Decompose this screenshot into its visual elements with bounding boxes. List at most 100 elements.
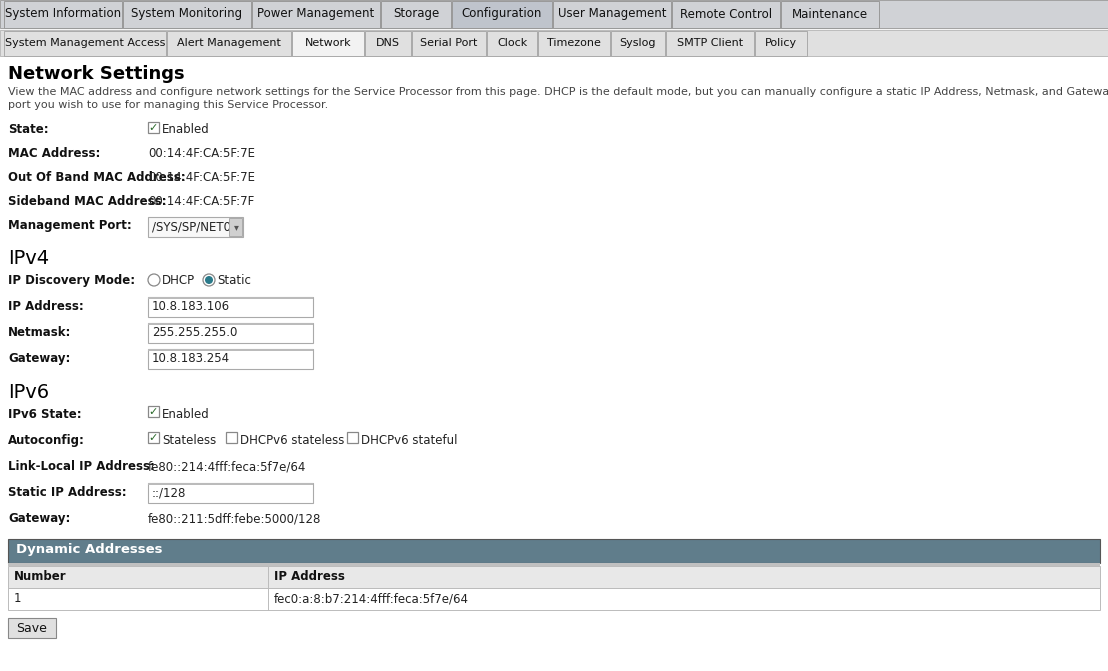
Text: fec0:a:8:b7:214:4fff:feca:5f7e/64: fec0:a:8:b7:214:4fff:feca:5f7e/64 bbox=[274, 592, 469, 605]
Text: 1: 1 bbox=[14, 592, 21, 605]
Text: Alert Management: Alert Management bbox=[177, 38, 281, 48]
Bar bbox=[8, 618, 57, 638]
Bar bbox=[148, 483, 312, 503]
Text: Gateway:: Gateway: bbox=[8, 352, 71, 365]
Bar bbox=[755, 31, 807, 56]
Text: IP Discovery Mode:: IP Discovery Mode: bbox=[8, 274, 135, 287]
Text: Netmask:: Netmask: bbox=[8, 326, 71, 339]
Text: Configuration: Configuration bbox=[462, 7, 542, 21]
Text: Enabled: Enabled bbox=[162, 408, 209, 421]
Text: ::/128: ::/128 bbox=[152, 486, 186, 499]
Bar bbox=[365, 31, 411, 56]
Text: MAC Address:: MAC Address: bbox=[8, 147, 101, 160]
Text: Management Port:: Management Port: bbox=[8, 219, 132, 232]
Text: View the MAC address and configure network settings for the Service Processor fr: View the MAC address and configure netwo… bbox=[8, 87, 1108, 97]
Bar bbox=[148, 297, 312, 299]
Text: Policy: Policy bbox=[765, 38, 797, 48]
Text: ✓: ✓ bbox=[148, 407, 158, 417]
Bar bbox=[4, 1, 122, 28]
Bar bbox=[148, 432, 160, 443]
Text: 10.8.183.106: 10.8.183.106 bbox=[152, 301, 230, 313]
Bar bbox=[293, 31, 365, 56]
Bar bbox=[229, 218, 242, 236]
Bar bbox=[381, 1, 451, 28]
Text: Number: Number bbox=[14, 570, 66, 583]
Bar bbox=[611, 31, 665, 56]
Text: DHCPv6 stateful: DHCPv6 stateful bbox=[361, 434, 458, 447]
Bar bbox=[0, 0, 1108, 28]
Bar bbox=[148, 483, 312, 485]
Text: Stateless: Stateless bbox=[162, 434, 216, 447]
Bar bbox=[148, 122, 160, 133]
Text: Static IP Address:: Static IP Address: bbox=[8, 486, 126, 499]
Bar bbox=[553, 1, 671, 28]
Text: DHCP: DHCP bbox=[162, 274, 195, 287]
Bar bbox=[123, 1, 252, 28]
Text: Network Settings: Network Settings bbox=[8, 65, 185, 83]
Circle shape bbox=[205, 276, 213, 284]
Bar bbox=[167, 31, 291, 56]
Text: Clock: Clock bbox=[496, 38, 527, 48]
Text: port you wish to use for managing this Service Processor.: port you wish to use for managing this S… bbox=[8, 100, 328, 110]
Text: DNS: DNS bbox=[376, 38, 400, 48]
Text: System Information: System Information bbox=[4, 7, 121, 21]
Bar bbox=[148, 217, 243, 237]
Text: 10.8.183.254: 10.8.183.254 bbox=[152, 352, 230, 366]
Text: System Monitoring: System Monitoring bbox=[132, 7, 243, 21]
Text: IP Address:: IP Address: bbox=[8, 300, 84, 313]
Bar bbox=[8, 566, 1100, 588]
Text: SMTP Client: SMTP Client bbox=[677, 38, 743, 48]
Bar bbox=[148, 349, 312, 369]
Bar bbox=[252, 1, 380, 28]
Text: Link-Local IP Address:: Link-Local IP Address: bbox=[8, 460, 155, 473]
Text: Serial Port: Serial Port bbox=[420, 38, 478, 48]
Text: Remote Control: Remote Control bbox=[680, 7, 772, 21]
Text: Dynamic Addresses: Dynamic Addresses bbox=[16, 543, 163, 556]
Bar bbox=[452, 1, 552, 28]
Text: ✓: ✓ bbox=[148, 433, 158, 442]
Bar bbox=[8, 563, 1100, 566]
Circle shape bbox=[148, 274, 160, 286]
Text: 00:14:4F:CA:5F:7E: 00:14:4F:CA:5F:7E bbox=[148, 171, 255, 184]
Text: fe80::214:4fff:feca:5f7e/64: fe80::214:4fff:feca:5f7e/64 bbox=[148, 460, 307, 473]
Text: /SYS/SP/NET0: /SYS/SP/NET0 bbox=[152, 221, 230, 234]
Text: Autoconfig:: Autoconfig: bbox=[8, 434, 85, 447]
Text: ▾: ▾ bbox=[234, 222, 238, 232]
Text: IPv6 State:: IPv6 State: bbox=[8, 408, 82, 421]
Text: Timezone: Timezone bbox=[547, 38, 601, 48]
Text: 00:14:4F:CA:5F:7F: 00:14:4F:CA:5F:7F bbox=[148, 195, 254, 208]
Text: Network: Network bbox=[305, 38, 351, 48]
Text: Maintenance: Maintenance bbox=[792, 7, 868, 21]
Text: fe80::211:5dff:febe:5000/128: fe80::211:5dff:febe:5000/128 bbox=[148, 512, 321, 525]
Bar bbox=[4, 31, 166, 56]
Text: IPv6: IPv6 bbox=[8, 383, 49, 402]
Bar bbox=[488, 31, 537, 56]
Text: Power Management: Power Management bbox=[257, 7, 375, 21]
Bar bbox=[781, 1, 879, 28]
Text: 255.255.255.0: 255.255.255.0 bbox=[152, 327, 237, 340]
Text: Storage: Storage bbox=[393, 7, 439, 21]
Bar bbox=[148, 323, 312, 343]
Bar bbox=[148, 323, 312, 325]
Bar bbox=[148, 297, 312, 317]
Text: Enabled: Enabled bbox=[162, 123, 209, 136]
Text: System Management Access: System Management Access bbox=[4, 38, 165, 48]
Text: Syslog: Syslog bbox=[619, 38, 656, 48]
Bar bbox=[148, 349, 312, 351]
Bar bbox=[226, 432, 237, 443]
Bar bbox=[666, 31, 755, 56]
Text: Sideband MAC Address:: Sideband MAC Address: bbox=[8, 195, 166, 208]
Bar bbox=[412, 31, 486, 56]
Text: 00:14:4F:CA:5F:7E: 00:14:4F:CA:5F:7E bbox=[148, 147, 255, 160]
Bar bbox=[8, 588, 1100, 610]
Text: Out Of Band MAC Address:: Out Of Band MAC Address: bbox=[8, 171, 186, 184]
Text: Static: Static bbox=[217, 274, 250, 287]
Circle shape bbox=[203, 274, 215, 286]
Text: DHCPv6 stateless: DHCPv6 stateless bbox=[239, 434, 345, 447]
Bar bbox=[671, 1, 780, 28]
Bar bbox=[0, 30, 1108, 56]
Text: Gateway:: Gateway: bbox=[8, 512, 71, 525]
Text: IPv4: IPv4 bbox=[8, 249, 49, 268]
Bar bbox=[538, 31, 611, 56]
Bar bbox=[8, 539, 1100, 563]
